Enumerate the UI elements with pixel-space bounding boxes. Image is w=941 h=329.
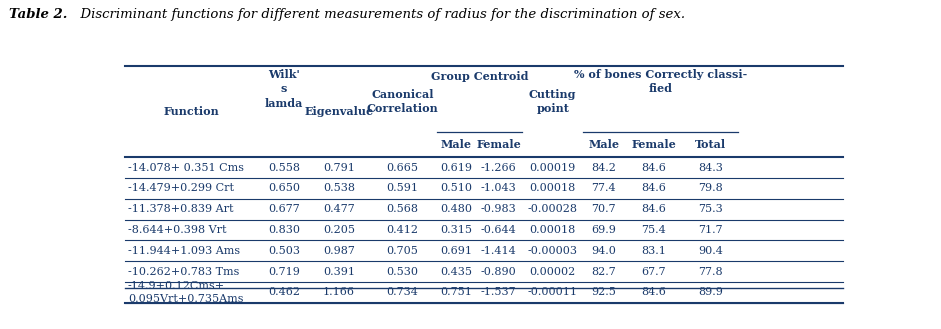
Text: -0.983: -0.983 — [481, 204, 517, 214]
Text: 0.510: 0.510 — [440, 184, 472, 193]
Text: Function: Function — [164, 106, 219, 117]
Text: 84.6: 84.6 — [642, 287, 666, 297]
Text: 0.619: 0.619 — [440, 163, 472, 173]
Text: 1.166: 1.166 — [323, 287, 355, 297]
Text: 84.3: 84.3 — [698, 163, 723, 173]
Text: 0.705: 0.705 — [387, 246, 419, 256]
Text: 77.8: 77.8 — [698, 266, 723, 277]
Text: Group Centroid: Group Centroid — [431, 71, 529, 82]
Text: 0.00002: 0.00002 — [530, 266, 576, 277]
Text: Female: Female — [476, 139, 521, 150]
Text: 84.6: 84.6 — [642, 163, 666, 173]
Text: 0.650: 0.650 — [268, 184, 300, 193]
Text: 0.00019: 0.00019 — [530, 163, 576, 173]
Text: 69.9: 69.9 — [591, 225, 616, 235]
Text: -8.644+0.398 Vrt: -8.644+0.398 Vrt — [128, 225, 227, 235]
Text: 0.391: 0.391 — [323, 266, 355, 277]
Text: Eigenvalue: Eigenvalue — [305, 106, 374, 117]
Text: 0.00018: 0.00018 — [530, 184, 576, 193]
Text: -1.043: -1.043 — [481, 184, 517, 193]
Text: -0.00011: -0.00011 — [528, 287, 578, 297]
Text: 92.5: 92.5 — [591, 287, 616, 297]
Text: 0.00018: 0.00018 — [530, 225, 576, 235]
Text: 0.530: 0.530 — [387, 266, 419, 277]
Text: 84.2: 84.2 — [591, 163, 616, 173]
Text: 71.7: 71.7 — [698, 225, 723, 235]
Text: 77.4: 77.4 — [591, 184, 616, 193]
Text: -1.414: -1.414 — [481, 246, 517, 256]
Text: 0.558: 0.558 — [268, 163, 300, 173]
Text: 0.462: 0.462 — [268, 287, 300, 297]
Text: 94.0: 94.0 — [591, 246, 616, 256]
Text: 0.677: 0.677 — [268, 204, 300, 214]
Text: -0.644: -0.644 — [481, 225, 517, 235]
Text: Total: Total — [695, 139, 726, 150]
Text: 0.691: 0.691 — [440, 246, 472, 256]
Text: 83.1: 83.1 — [642, 246, 666, 256]
Text: -0.890: -0.890 — [481, 266, 517, 277]
Text: 0.480: 0.480 — [440, 204, 472, 214]
Text: 0.477: 0.477 — [323, 204, 355, 214]
Text: 0.830: 0.830 — [268, 225, 300, 235]
Text: -10.262+0.783 Tms: -10.262+0.783 Tms — [128, 266, 239, 277]
Text: 0.568: 0.568 — [387, 204, 419, 214]
Text: Male: Male — [588, 139, 619, 150]
Text: 75.3: 75.3 — [698, 204, 723, 214]
Text: 0.315: 0.315 — [440, 225, 472, 235]
Text: 70.7: 70.7 — [591, 204, 616, 214]
Text: -14.479+0.299 Crt: -14.479+0.299 Crt — [128, 184, 233, 193]
Text: 67.7: 67.7 — [642, 266, 666, 277]
Text: 0.719: 0.719 — [268, 266, 300, 277]
Text: 0.791: 0.791 — [323, 163, 355, 173]
Text: 0.503: 0.503 — [268, 246, 300, 256]
Text: % of bones Correctly classi-
fied: % of bones Correctly classi- fied — [574, 69, 747, 94]
Text: 84.6: 84.6 — [642, 204, 666, 214]
Text: 0.205: 0.205 — [323, 225, 355, 235]
Text: 0.538: 0.538 — [323, 184, 355, 193]
Text: Canonical
Correlation: Canonical Correlation — [367, 89, 439, 114]
Text: -11.378+0.839 Art: -11.378+0.839 Art — [128, 204, 233, 214]
Text: 0.412: 0.412 — [387, 225, 419, 235]
Text: Cutting
point: Cutting point — [529, 89, 577, 114]
Text: 0.665: 0.665 — [387, 163, 419, 173]
Text: 0.435: 0.435 — [440, 266, 472, 277]
Text: 79.8: 79.8 — [698, 184, 723, 193]
Text: 0.751: 0.751 — [440, 287, 472, 297]
Text: -11.944+1.093 Ams: -11.944+1.093 Ams — [128, 246, 240, 256]
Text: -1.266: -1.266 — [481, 163, 517, 173]
Text: -0.00003: -0.00003 — [528, 246, 578, 256]
Text: 84.6: 84.6 — [642, 184, 666, 193]
Text: 75.4: 75.4 — [642, 225, 666, 235]
Text: 0.987: 0.987 — [323, 246, 355, 256]
Text: 0.591: 0.591 — [387, 184, 419, 193]
Text: -1.537: -1.537 — [481, 287, 517, 297]
Text: -14.9+0.12Cms+
0.095Vrt+0.735Ams: -14.9+0.12Cms+ 0.095Vrt+0.735Ams — [128, 281, 244, 304]
Text: 0.734: 0.734 — [387, 287, 419, 297]
Text: 82.7: 82.7 — [591, 266, 616, 277]
Text: Discriminant functions for different measurements of radius for the discriminati: Discriminant functions for different mea… — [72, 8, 686, 21]
Text: -0.00028: -0.00028 — [528, 204, 578, 214]
Text: 89.9: 89.9 — [698, 287, 723, 297]
Text: Table 2.: Table 2. — [9, 8, 68, 21]
Text: 90.4: 90.4 — [698, 246, 723, 256]
Text: Female: Female — [631, 139, 677, 150]
Text: -14.078+ 0.351 Cms: -14.078+ 0.351 Cms — [128, 163, 244, 173]
Text: Male: Male — [441, 139, 472, 150]
Text: Wilk'
s
lamda: Wilk' s lamda — [264, 69, 303, 109]
